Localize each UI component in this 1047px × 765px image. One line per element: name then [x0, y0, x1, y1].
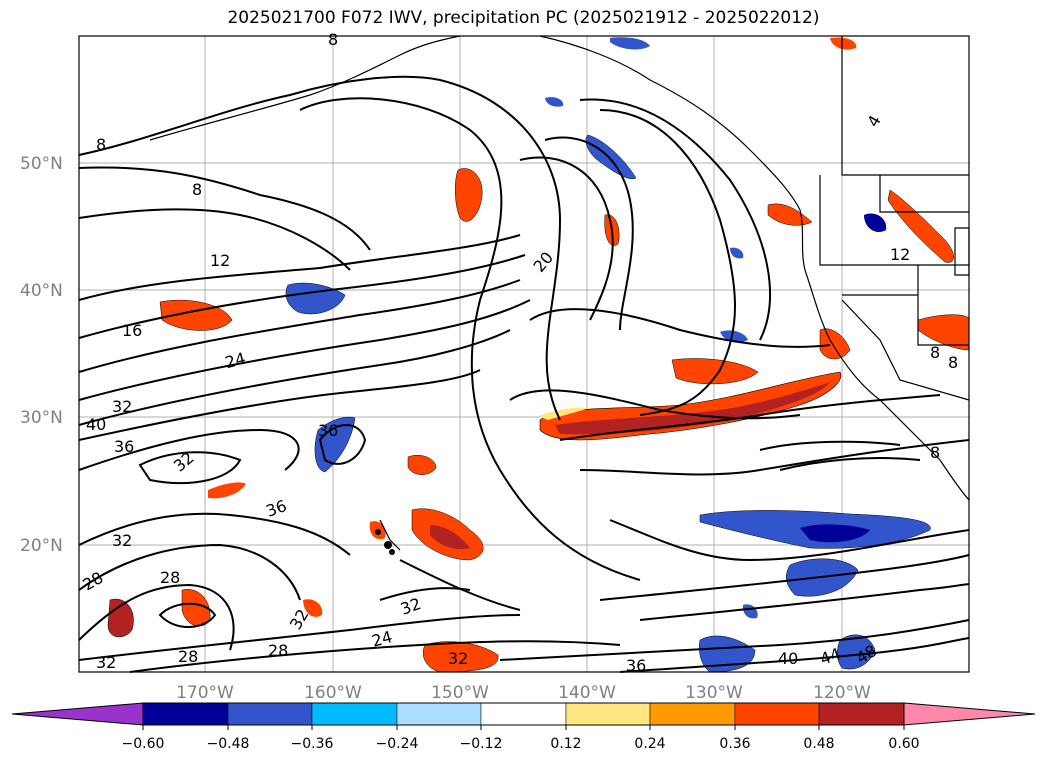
contour-label: 16	[122, 321, 142, 340]
colorbar-tick-label: −0.12	[460, 736, 503, 752]
contour-label: 24	[370, 627, 395, 651]
precip-blob-7	[107, 598, 134, 638]
contour-label: 8	[328, 30, 338, 49]
precip-blob-5-core	[430, 525, 470, 550]
colorbar-ticks	[142, 725, 905, 730]
contour-label: 32	[112, 531, 132, 550]
precip-blob-10	[767, 203, 813, 226]
colorbar-tick-label: 0.36	[719, 736, 750, 752]
contour-label: 40	[778, 649, 798, 668]
contour-label: 32	[448, 649, 468, 668]
contour-label: 36	[318, 421, 338, 440]
lon-label: 140°W	[558, 683, 616, 703]
colorbar-tick-label: 0.48	[803, 736, 834, 752]
colorbar-segment	[818, 702, 905, 726]
colorbar-tick-label: 0.12	[550, 736, 581, 752]
precip-blob-15	[208, 482, 246, 499]
colorbar-tick-label: −0.48	[207, 736, 250, 752]
contour-label: 8	[192, 180, 202, 199]
colorbar-tick-label: 0.24	[634, 736, 665, 752]
precip-neg-9	[864, 213, 887, 233]
colorbar: −0.60 −0.48 −0.36 −0.24 −0.12 0.12 0.24 …	[11, 702, 1036, 752]
contour-label: 36	[114, 437, 134, 456]
colorbar-segment	[480, 702, 567, 726]
map-title: 2025021700 F072 IWV, precipitation PC (2…	[227, 8, 820, 28]
precip-band-core	[555, 382, 830, 435]
lat-label: 30°N	[20, 408, 63, 428]
lon-label: 130°W	[685, 683, 743, 703]
precip-band-edge	[538, 407, 590, 420]
contour-label: 32	[112, 397, 132, 416]
colorbar-tick-label: −0.24	[376, 736, 419, 752]
contour-label: 32	[96, 653, 116, 672]
colorbar-tick-label: 0.60	[888, 736, 919, 752]
colorbar-segment	[734, 702, 820, 726]
colorbar-segment	[396, 702, 482, 726]
latitude-labels: 50°N 40°N 30°N 20°N	[20, 154, 63, 556]
contour-label: 24	[223, 349, 248, 373]
colorbar-segment	[311, 702, 398, 726]
precip-neg-8	[610, 37, 650, 50]
lat-label: 20°N	[20, 536, 63, 556]
colorbar-extend-high	[903, 702, 1036, 726]
precip-blob-1	[671, 358, 759, 385]
longitude-labels: 170°W 160°W 150°W 140°W 130°W 120°W	[176, 683, 871, 703]
contour-label: 36	[626, 656, 646, 675]
contour-label: 12	[890, 245, 910, 264]
precip-blob-2	[455, 168, 483, 222]
hawaii-islands	[375, 529, 395, 555]
contour-label: 28	[268, 641, 288, 660]
precip-neg-3-core	[800, 524, 870, 543]
lon-label: 120°W	[813, 683, 871, 703]
colorbar-extend-low	[11, 702, 144, 726]
lon-label: 150°W	[431, 683, 489, 703]
precip-blob-9	[407, 454, 437, 475]
contour-label: 8	[948, 353, 958, 372]
lon-label: 170°W	[176, 683, 234, 703]
colorbar-segment	[227, 702, 313, 726]
lon-label: 160°W	[304, 683, 362, 703]
colorbar-tick-label: −0.60	[122, 736, 165, 752]
iwv-contours	[78, 75, 970, 673]
precip-blob-14	[830, 37, 857, 50]
map-frame	[78, 35, 970, 673]
contour-label: 40	[86, 415, 106, 434]
contour-label: 8	[930, 343, 940, 362]
colorbar-tick-label: −0.36	[291, 736, 334, 752]
precip-neg-6	[837, 634, 876, 670]
lat-label: 50°N	[20, 154, 63, 174]
colorbar-segment	[649, 702, 736, 726]
precip-blob-16	[303, 599, 323, 617]
colorbar-segment	[142, 702, 229, 726]
precip-blob-13	[819, 328, 851, 360]
precip-neg-13	[730, 247, 744, 259]
contour-label: 8	[96, 135, 106, 154]
precip-anomaly-shading	[107, 37, 970, 673]
contour-label: 28	[178, 647, 198, 666]
contour-label: 12	[210, 251, 230, 270]
precip-neg-11	[545, 97, 564, 107]
contour-label: 28	[160, 568, 180, 587]
colorbar-segment	[565, 702, 651, 726]
lat-label: 40°N	[20, 281, 63, 301]
contour-label: 8	[930, 443, 940, 462]
